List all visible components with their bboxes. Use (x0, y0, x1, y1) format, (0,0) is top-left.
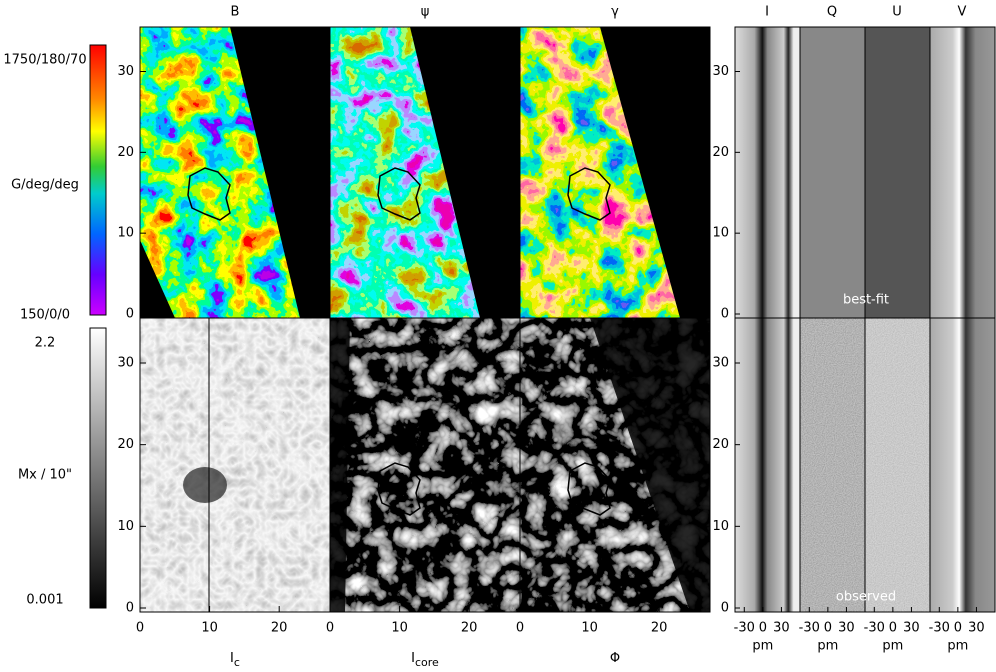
y-tick-label: 30 (712, 64, 729, 79)
x-tick-label: 0 (326, 621, 334, 636)
label-main: I (411, 651, 415, 666)
panel-title: I (765, 5, 769, 20)
x-tick-label: -30 (864, 621, 885, 636)
y-tick-label: 20 (712, 437, 729, 452)
x-tick-label: -30 (799, 621, 820, 636)
x-tick-label: 0 (136, 621, 144, 636)
x-tick-label: -30 (929, 621, 950, 636)
y-tick-label: 20 (712, 145, 729, 160)
y-tick-label: 0 (126, 601, 134, 616)
panel-label: Icore (411, 651, 439, 669)
x-tick-label: 20 (651, 621, 668, 636)
y-tick-label: 20 (117, 145, 134, 160)
y-tick-label: 10 (712, 519, 729, 534)
y-tick-label: 0 (126, 307, 134, 322)
x-tick-label: 30 (773, 621, 790, 636)
x-tick-label: 0 (759, 621, 767, 636)
panel-title: Q (827, 5, 837, 20)
colorbar-max: 2.2 (35, 336, 56, 351)
x-tick-label: 10 (201, 621, 218, 636)
colorbar-min: 150/0/0 (20, 308, 70, 323)
panel-images (89, 27, 995, 612)
x-tick-label: 20 (271, 621, 288, 636)
panel-title: U (892, 5, 902, 20)
x-tick-label: 10 (391, 621, 408, 636)
x-tick-label: 0 (824, 621, 832, 636)
y-tick-label: 0 (721, 601, 729, 616)
panel-title: B (231, 5, 240, 20)
x-tick-label: 0 (516, 621, 524, 636)
x-tick-label: 20 (461, 621, 478, 636)
colorbar-min: 0.001 (26, 593, 63, 608)
y-tick-label: 10 (117, 519, 134, 534)
x-unit: pm (817, 639, 838, 654)
y-tick-label: 20 (117, 437, 134, 452)
label-sub: core (415, 656, 439, 668)
y-tick-label: 0 (721, 307, 729, 322)
x-tick-label: 30 (968, 621, 985, 636)
row-label: best-fit (843, 293, 889, 308)
label-sub: c (234, 656, 240, 668)
panel-label: Ic (230, 651, 240, 669)
colorbar-unit: G/deg/deg (11, 178, 79, 193)
y-tick-label: 10 (117, 226, 134, 241)
x-tick-label: -30 (734, 621, 755, 636)
x-unit: pm (947, 639, 968, 654)
y-tick-label: 30 (712, 356, 729, 371)
y-tick-label: 30 (117, 356, 134, 371)
x-unit: pm (752, 639, 773, 654)
label-main: I (230, 651, 234, 666)
label-main: Φ (610, 651, 620, 666)
y-tick-label: 30 (117, 64, 134, 79)
panel-title: ψ (421, 5, 430, 20)
y-tick-label: 10 (712, 226, 729, 241)
colorbar-unit: Mx / 10" (18, 468, 72, 483)
x-tick-label: 10 (581, 621, 598, 636)
panel-title: γ (611, 5, 619, 20)
x-tick-label: 0 (954, 621, 962, 636)
panel-label: Φ (610, 651, 620, 666)
x-tick-label: 0 (889, 621, 897, 636)
x-tick-label: 30 (903, 621, 920, 636)
panel-title: V (958, 5, 967, 20)
x-tick-label: 30 (838, 621, 855, 636)
colorbar-max: 1750/180/70 (3, 53, 86, 68)
x-unit: pm (882, 639, 903, 654)
row-label: observed (836, 590, 896, 605)
panel-frames (139, 26, 996, 613)
